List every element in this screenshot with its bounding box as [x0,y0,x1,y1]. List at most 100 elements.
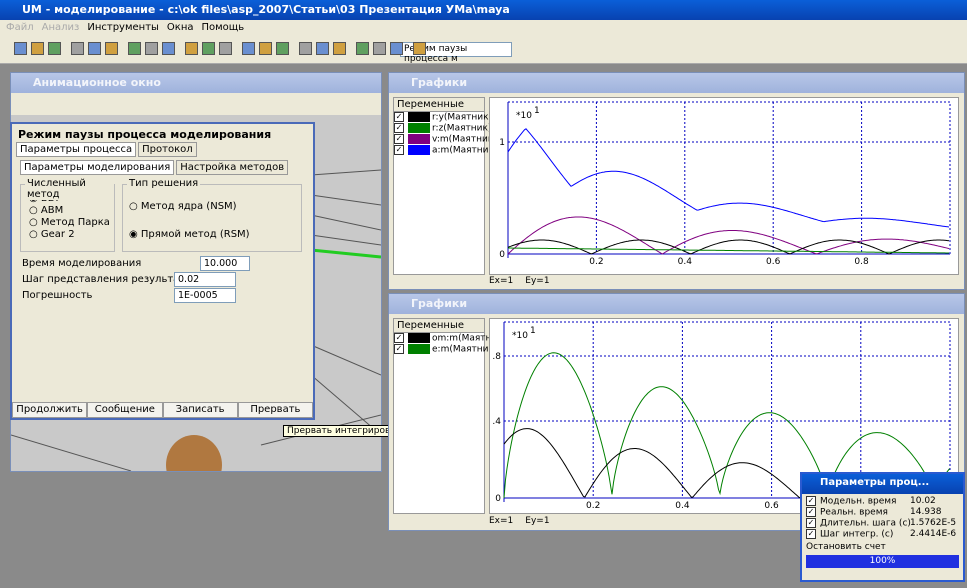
y-tick-label: 1 [499,138,505,148]
mode-select[interactable]: Режим паузы процесса м [400,42,512,64]
menu-item[interactable]: Помощь [201,22,245,33]
param-label: Модельн. время [820,496,897,507]
legend-item: ✓ r:z(Маятник) - ... [394,123,509,134]
menu-bar: Файл Анализ Инструменты Окна Помощь [0,20,967,36]
tool-button[interactable] [31,42,44,55]
radio[interactable]: ○ ABM [29,205,64,216]
tool-button[interactable] [259,42,272,55]
tool-button[interactable] [242,42,255,55]
param-row: ✓ Модельн. время 10.02 [806,496,959,507]
legend-label: r:z(Маятник) - ... [432,123,509,134]
menu-item[interactable]: Инструменты [87,22,159,33]
menu-item[interactable]: Окна [166,22,194,33]
legend: Переменные ✓ om:m(Маятник... ✓ e:m(Маятник)… [393,318,512,514]
curve [507,216,950,255]
tool-button[interactable] [356,42,369,55]
y-tick-label: 0.4 [492,417,501,427]
status-ey: Ey=1 [525,276,550,286]
radio[interactable]: ◉ Прямой метод (RSM) [129,229,250,240]
tab[interactable]: Протокол [138,142,197,157]
legend-check: ✓ [394,344,404,354]
window-title: Анимационное окно [11,73,381,93]
legend-swatch [408,134,430,144]
tool-button[interactable] [299,42,312,55]
tool-button[interactable] [14,42,27,55]
tool-button[interactable] [202,42,215,55]
param-check: ✓ [806,496,816,506]
subtab[interactable]: Настройка методов [176,160,289,175]
tool-button[interactable] [373,42,386,55]
plot: 0.2 0.4 0.6 0.810*10 1 [499,101,951,267]
menu-item[interactable]: Анализ [41,22,80,33]
legend-label: e:m(Маятник) -... [432,344,513,355]
window-title: Графики [389,73,964,93]
param-label: Длительн. шага (с) [820,518,911,529]
tool-button[interactable] [162,42,175,55]
plot-frame [503,321,951,499]
tool-button[interactable] [390,42,403,55]
legend-label: v:m(Маятник) -... [432,134,512,145]
tool-button[interactable] [333,42,346,55]
legend-check: ✓ [394,333,404,343]
legend-item: ✓ r:y(Маятник) - ... [394,112,510,123]
x-tick-label: 0.8 [854,257,869,267]
legend-label: r:y(Маятник) - ... [432,112,510,123]
curve [508,247,949,254]
button[interactable]: Записать [162,402,238,418]
radio[interactable]: ○ Метод Парка [29,217,110,228]
legend-check: ✓ [394,145,404,155]
tool-button[interactable] [145,42,158,55]
legend-label: a:m(Маятник) -... [432,145,513,156]
legend-check: ✓ [394,112,404,122]
y-tick-label: 0.8 [492,352,501,362]
group-title: Численный метод [25,178,114,200]
param-row: ✓ Реальн. время 14.938 [806,507,959,518]
radio-label: ABM [40,205,64,216]
x-tick-label: 0.2 [589,257,603,267]
solution-group: Тип решения ○ Метод ядра (NSM) ◉ Прямой … [122,178,302,252]
tool-button[interactable] [316,42,329,55]
tab[interactable]: Параметры процесса [16,142,137,157]
field-input[interactable]: 0.02 [174,272,236,287]
tool-button[interactable] [105,42,118,55]
button[interactable]: Сообщение [87,402,163,418]
menu-item[interactable]: Файл [6,22,34,33]
button[interactable]: Прервать [237,402,313,418]
param-label: Шаг интегр. (с) [820,529,894,540]
button[interactable]: Продолжить [12,402,88,418]
tool-button[interactable] [185,42,198,55]
y-tick-label: 0 [495,494,501,504]
x-tick-label: 0.4 [675,501,690,510]
field-label: Погрешность [22,290,93,301]
y-tick-label: 0 [499,250,505,260]
tool-button[interactable] [219,42,232,55]
radio[interactable]: ○ Метод ядра (NSM) [129,201,237,212]
subtab[interactable]: Параметры моделирования [20,160,175,175]
tool-button[interactable] [413,42,426,55]
legend-header: Переменные [394,319,484,333]
tool-button[interactable] [128,42,141,55]
x-tick-label: 0.4 [678,257,693,267]
param-label: Реальн. время [820,507,888,518]
multiplier-exp: 1 [534,106,540,116]
stop-label[interactable]: Остановить счет [806,542,886,552]
legend-swatch [408,333,430,343]
field-input[interactable]: 10.000 [200,256,250,271]
legend: Переменные ✓ r:y(Маятник) - ... ✓ r:z(Маятн… [393,97,512,275]
legend-item: ✓ a:m(Маятник) -... [394,145,512,156]
radio[interactable]: ○ Gear 2 [29,229,75,240]
x-tick-label: 0.6 [766,257,781,267]
tool-button[interactable] [276,42,289,55]
curve [507,239,950,255]
status-ex: Ex=1 [489,516,514,526]
tool-button[interactable] [88,42,101,55]
radio-label: Прямой метод (RSM) [140,229,250,240]
tool-button[interactable] [48,42,61,55]
plot-panel [489,97,959,275]
field-input[interactable]: 1E-0005 [174,288,236,303]
window-title: Параметры проц... [802,474,963,494]
legend-label: om:m(Маятник... [432,333,512,344]
tool-button[interactable] [71,42,84,55]
param-value: 10.02 [910,496,936,506]
